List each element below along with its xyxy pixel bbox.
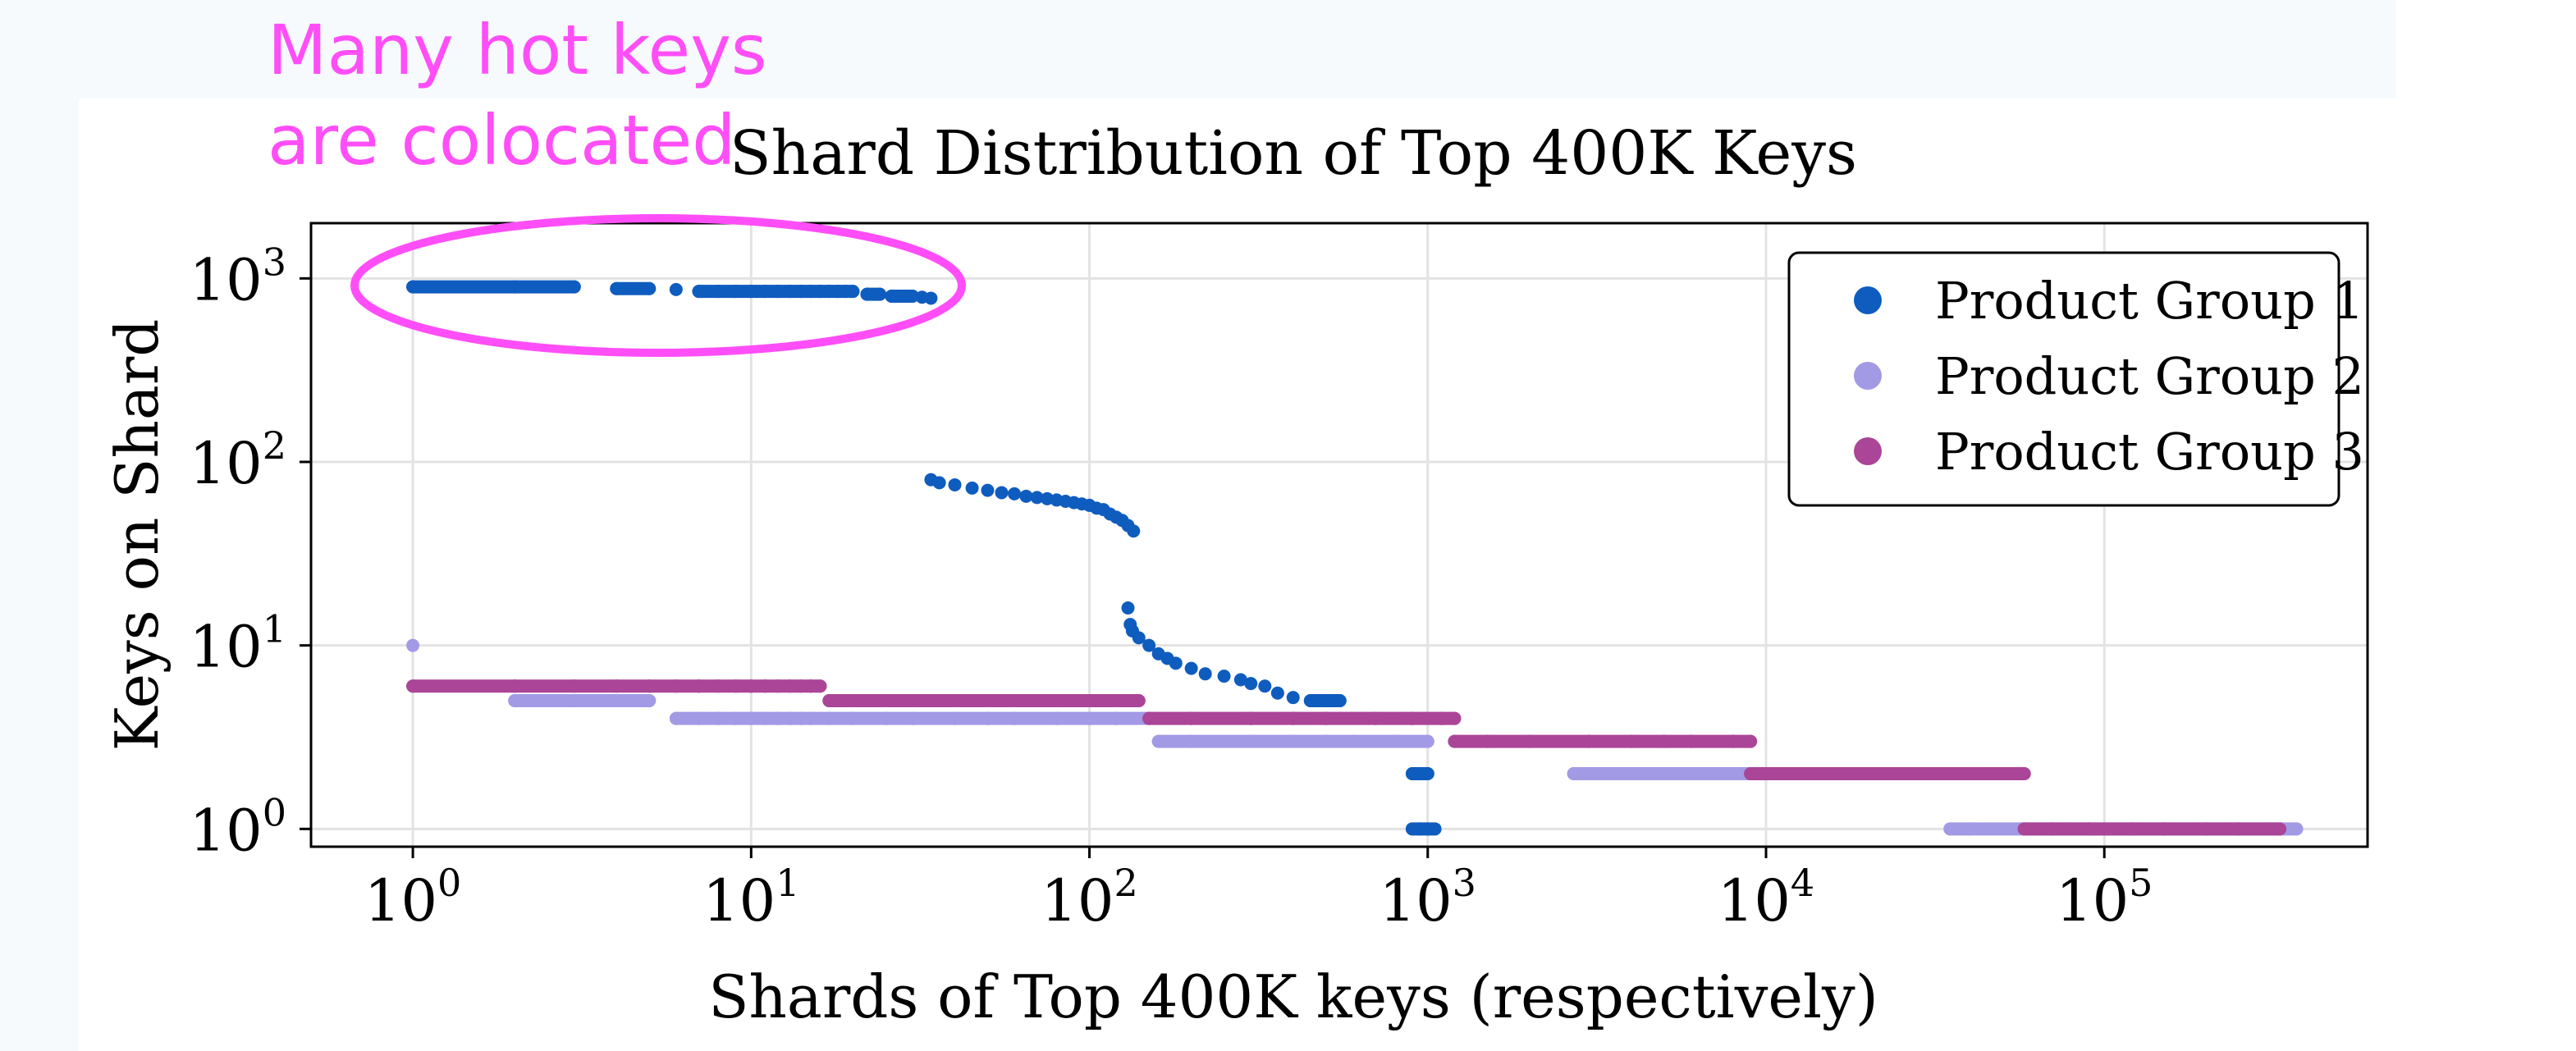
annotation-text: Many hot keys are colocated bbox=[268, 5, 767, 185]
series-2-point bbox=[406, 638, 420, 652]
x-tick-label-1: 101 bbox=[702, 861, 799, 934]
series-1-point bbox=[1030, 491, 1044, 505]
series-1-point bbox=[1008, 487, 1022, 500]
legend-label-2: Product Group 2 bbox=[1935, 346, 2364, 406]
x-tick-label-4: 104 bbox=[1718, 861, 1814, 934]
series-1-point bbox=[1217, 669, 1231, 683]
y-tick-label-1: 101 bbox=[190, 607, 286, 681]
annotation-line-1: Many hot keys bbox=[268, 10, 767, 90]
series-1-point bbox=[932, 476, 946, 490]
x-tick-label-2: 102 bbox=[1041, 861, 1137, 934]
series-1-point bbox=[995, 486, 1009, 500]
data-points bbox=[406, 280, 2304, 836]
x-tick-label-0: 100 bbox=[364, 861, 461, 934]
series-1-point bbox=[981, 483, 995, 497]
series-1-point bbox=[1184, 661, 1198, 675]
series-1-point bbox=[1121, 601, 1135, 615]
highlight-ellipse bbox=[350, 214, 966, 357]
legend: Product Group 1 Product Group 2 Product Gr… bbox=[1787, 251, 2364, 507]
series-1-point bbox=[1142, 638, 1156, 652]
y-tick-label-3: 103 bbox=[190, 240, 286, 313]
x-tick-label-5: 105 bbox=[2056, 861, 2153, 934]
series-1-point bbox=[1019, 489, 1033, 503]
y-tick-label-0: 100 bbox=[190, 790, 286, 864]
x-tick-label-3: 103 bbox=[1380, 861, 1476, 934]
series-1-point bbox=[1270, 686, 1284, 700]
legend-marker-1 bbox=[1854, 286, 1882, 314]
legend-label-3: Product Group 3 bbox=[1935, 422, 2364, 482]
legend-marker-3 bbox=[1854, 437, 1882, 465]
series-1-point bbox=[1258, 679, 1272, 693]
x-axis-label: Shards of Top 400K keys (respectively) bbox=[708, 962, 1878, 1031]
series-1-point bbox=[1198, 667, 1212, 681]
series-1-point bbox=[924, 291, 938, 305]
series-1-point bbox=[1286, 691, 1300, 705]
axis-ticks: 100 101 102 103 104 105 100 101 102 103 bbox=[190, 240, 2153, 934]
series-1-point bbox=[1233, 673, 1247, 687]
y-tick-label-2: 102 bbox=[190, 423, 286, 497]
series-1-point bbox=[1132, 631, 1146, 645]
legend-label-1: Product Group 1 bbox=[1935, 271, 2364, 331]
series-1-point bbox=[1127, 524, 1141, 538]
y-axis-label: Keys on Shard bbox=[103, 319, 172, 752]
series-1-point bbox=[965, 481, 979, 495]
series-2 bbox=[406, 638, 2304, 836]
series-1-point bbox=[669, 282, 683, 296]
series-1-point bbox=[948, 478, 962, 491]
legend-marker-2 bbox=[1854, 362, 1882, 390]
legend-frame bbox=[1787, 251, 2340, 507]
series-1-point bbox=[1244, 677, 1258, 691]
series-1-point bbox=[1169, 656, 1183, 670]
chart-title: Shard Distribution of Top 400K Keys bbox=[730, 118, 1857, 189]
series-1 bbox=[406, 280, 1442, 836]
annotation-line-2: are colocated bbox=[268, 100, 736, 180]
plot-frame bbox=[309, 222, 2369, 848]
series-3 bbox=[406, 679, 2286, 836]
